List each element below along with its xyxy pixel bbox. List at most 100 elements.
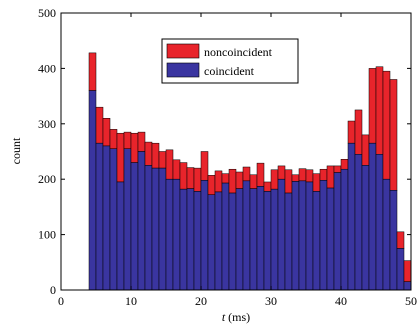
bar-noncoincident <box>354 109 363 155</box>
bar-noncoincident <box>158 151 167 169</box>
x-axis-variable: t <box>222 310 226 324</box>
bar-noncoincident <box>214 170 223 193</box>
x-axis-unit: (ms) <box>225 310 250 324</box>
bar-noncoincident <box>340 159 349 170</box>
bars-layer <box>88 52 412 291</box>
bar-coincident <box>123 148 132 291</box>
bar-coincident <box>144 165 153 291</box>
bar-noncoincident <box>361 134 370 166</box>
bar-noncoincident <box>347 120 356 144</box>
bar-coincident <box>186 188 195 291</box>
bar-coincident <box>396 248 405 291</box>
bar-noncoincident <box>403 260 412 282</box>
x-tick-label: 10 <box>125 294 137 308</box>
legend-swatch-coincident <box>166 62 200 78</box>
plot-frame <box>60 12 412 291</box>
bar-noncoincident <box>95 106 104 144</box>
bar-noncoincident <box>228 168 237 194</box>
bar-coincident <box>305 181 314 291</box>
bar-coincident <box>130 162 139 291</box>
legend: noncoincident coincident <box>161 38 299 84</box>
bar-coincident <box>207 194 216 291</box>
bar-noncoincident <box>333 165 342 173</box>
y-tick-label: 400 <box>38 61 56 75</box>
bar-noncoincident <box>284 169 293 194</box>
bar-noncoincident <box>102 118 111 147</box>
bar-noncoincident <box>389 79 398 191</box>
bar-coincident <box>298 180 307 291</box>
y-tick-label: 500 <box>38 6 56 20</box>
bar-noncoincident <box>172 159 181 180</box>
bar-coincident <box>340 168 349 291</box>
bar-noncoincident <box>375 66 384 155</box>
bar-noncoincident <box>368 68 377 144</box>
bar-coincident <box>151 167 160 291</box>
y-tick-label: 300 <box>38 117 56 131</box>
bar-noncoincident <box>263 181 272 192</box>
bar-coincident <box>158 167 167 291</box>
bar-coincident <box>109 148 118 291</box>
bar-coincident <box>291 181 300 291</box>
bar-noncoincident <box>298 168 307 182</box>
bar-coincident <box>200 180 209 291</box>
bar-noncoincident <box>109 129 118 149</box>
bar-noncoincident <box>235 171 244 189</box>
y-axis-label: count <box>9 137 23 164</box>
bar-coincident <box>235 188 244 291</box>
bar-coincident <box>172 178 181 291</box>
bar-noncoincident <box>277 165 286 180</box>
bar-coincident <box>179 188 188 291</box>
y-tick-label: 0 <box>50 283 56 297</box>
x-tick-label: 50 <box>405 294 417 308</box>
bar-noncoincident <box>396 231 405 249</box>
x-tick-label: 30 <box>265 294 277 308</box>
bar-noncoincident <box>130 132 139 163</box>
bar-noncoincident <box>186 167 195 189</box>
y-tick-label: 200 <box>38 172 56 186</box>
legend-swatch-noncoincident <box>166 43 200 59</box>
x-tick-label: 0 <box>58 294 64 308</box>
x-axis-label: t (ms) <box>222 310 250 324</box>
bar-coincident <box>88 90 97 291</box>
bar-coincident <box>354 154 363 291</box>
bar-coincident <box>165 178 174 291</box>
bar-coincident <box>270 188 279 291</box>
bar-coincident <box>277 178 286 291</box>
bar-coincident <box>228 192 237 291</box>
bar-noncoincident <box>326 165 335 189</box>
bar-noncoincident <box>116 132 125 183</box>
bar-noncoincident <box>88 52 97 91</box>
bar-coincident <box>333 172 342 291</box>
bar-coincident <box>193 191 202 291</box>
bar-coincident <box>221 182 230 291</box>
bar-coincident <box>312 191 321 291</box>
bar-coincident <box>95 142 104 291</box>
bar-noncoincident <box>179 162 188 190</box>
bar-coincident <box>361 165 370 291</box>
bar-coincident <box>319 180 328 291</box>
bar-noncoincident <box>270 169 279 190</box>
bar-noncoincident <box>319 168 328 181</box>
bar-coincident <box>263 191 272 291</box>
x-tick-label: 40 <box>335 294 347 308</box>
bar-coincident <box>382 178 391 291</box>
bar-noncoincident <box>123 131 132 149</box>
y-tick-label: 100 <box>38 228 56 242</box>
bar-coincident <box>137 151 146 291</box>
bar-noncoincident <box>137 131 146 152</box>
bar-coincident <box>389 190 398 291</box>
bar-noncoincident <box>193 167 202 192</box>
legend-label-coincident: coincident <box>204 64 255 78</box>
bar-noncoincident <box>382 70 391 180</box>
bar-noncoincident <box>249 174 258 189</box>
bar-coincident <box>116 181 125 291</box>
bar-noncoincident <box>144 141 153 166</box>
legend-label-noncoincident: noncoincident <box>204 45 273 59</box>
bar-coincident <box>242 180 251 291</box>
bar-noncoincident <box>165 149 174 180</box>
bar-noncoincident <box>207 175 216 195</box>
x-tick-label: 20 <box>195 294 207 308</box>
bar-noncoincident <box>312 173 321 192</box>
